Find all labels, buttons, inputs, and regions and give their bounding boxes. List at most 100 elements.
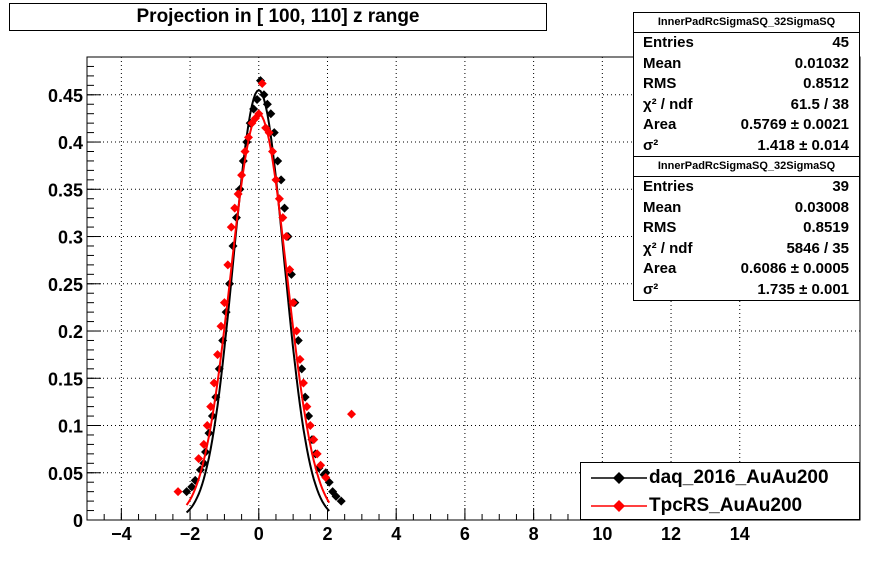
- x-tick-label: 8: [529, 524, 539, 544]
- stats-key: σ²: [643, 280, 659, 298]
- x-tick-label: −2: [180, 524, 201, 544]
- stats-value: 1.418 ± 0.014: [757, 136, 849, 154]
- data-point: [247, 118, 257, 128]
- data-point: [271, 175, 281, 185]
- y-tick-label: 0.45: [48, 86, 83, 106]
- x-tick-label: 6: [460, 524, 470, 544]
- data-point: [194, 454, 204, 464]
- data-point: [240, 146, 250, 156]
- data-point: [257, 78, 267, 88]
- chart-title: Projection in [ 100, 110] z range: [9, 3, 547, 31]
- data-point: [206, 402, 216, 412]
- data-point: [223, 260, 233, 270]
- stats-key: Area: [643, 116, 677, 134]
- fit-curve-0: [185, 88, 330, 514]
- data-point: [276, 175, 286, 185]
- data-point: [316, 460, 326, 470]
- stats-value: 0.03008: [794, 198, 849, 216]
- data-point: [280, 203, 290, 213]
- y-tick-label: 0.05: [48, 464, 83, 484]
- stats-value: 5846 / 35: [786, 239, 849, 257]
- stats-value: 39: [832, 178, 849, 195]
- stats-key: Entries: [643, 34, 694, 51]
- data-point: [233, 189, 243, 199]
- data-point: [216, 321, 226, 331]
- data-point: [305, 421, 315, 431]
- data-point: [262, 99, 272, 109]
- data-point: [254, 109, 264, 119]
- data-point: [209, 378, 219, 388]
- data-point: [347, 409, 357, 419]
- stats-value: 0.8512: [803, 75, 849, 93]
- x-tick-label: 14: [730, 524, 750, 544]
- stats-value: 0.8519: [803, 219, 849, 237]
- data-point: [266, 109, 276, 119]
- y-tick-label: 0.25: [48, 275, 83, 295]
- y-tick-label: 0.3: [58, 228, 83, 248]
- stats-key: Area: [643, 260, 677, 278]
- y-tick-label: 0.4: [58, 133, 83, 153]
- stats-value: 45: [832, 34, 849, 51]
- y-tick-label: 0.15: [48, 369, 83, 389]
- data-point: [249, 104, 259, 114]
- data-point: [243, 132, 253, 142]
- x-tick-label: 2: [322, 524, 332, 544]
- data-point: [285, 265, 295, 275]
- data-point: [219, 298, 229, 308]
- data-point: [237, 170, 247, 180]
- stats-value: 0.5769 ± 0.0021: [740, 116, 849, 134]
- stats-key: χ² / ndf: [643, 239, 693, 257]
- stats-key: Entries: [643, 178, 694, 195]
- stats-key: χ² / ndf: [643, 95, 693, 113]
- data-point: [288, 298, 298, 308]
- legend-label: daq_2016_AuAu200: [649, 467, 829, 488]
- legend-label: TpcRS_AuAu200: [649, 495, 803, 516]
- data-point: [173, 487, 183, 497]
- data-point: [259, 90, 269, 100]
- y-tick-label: 0.35: [48, 180, 83, 200]
- data-point: [302, 402, 312, 412]
- data-point: [264, 128, 274, 138]
- x-tick-label: 4: [391, 524, 401, 544]
- stats-key: Mean: [643, 198, 682, 216]
- data-point: [321, 472, 331, 482]
- data-point: [202, 421, 212, 431]
- data-point: [199, 439, 209, 449]
- data-point: [213, 350, 223, 360]
- stats-key: σ²: [643, 136, 659, 154]
- data-point: [309, 435, 319, 445]
- x-tick-label: 12: [661, 524, 681, 544]
- data-point: [274, 194, 284, 204]
- data-point: [331, 491, 341, 501]
- y-tick-label: 0.1: [58, 417, 83, 437]
- y-tick-label: 0: [73, 511, 83, 531]
- data-point: [182, 487, 192, 497]
- data-point: [295, 354, 305, 364]
- data-point: [226, 222, 236, 232]
- stats-value: 0.01032: [794, 54, 849, 72]
- legend: daq_2016_AuAu200 TpcRS_AuAu200: [580, 462, 860, 520]
- data-point: [321, 468, 331, 478]
- data-point: [268, 146, 278, 156]
- stats-key: RMS: [643, 75, 677, 93]
- x-tick-label: −4: [111, 524, 132, 544]
- x-tick-label: 10: [592, 524, 612, 544]
- stats-box-name: InnerPadRcSigmaSQ_32SigmaSQ: [634, 13, 859, 33]
- stats-key: RMS: [643, 219, 677, 237]
- data-point: [281, 232, 291, 242]
- data-point: [312, 449, 322, 459]
- data-point: [293, 335, 303, 345]
- data-point: [336, 496, 346, 506]
- stats-value: 0.6086 ± 0.0005: [740, 260, 849, 278]
- stats-box-daq: InnerPadRcSigmaSQ_32SigmaSQ Entries 45 Me…: [633, 12, 860, 157]
- data-point: [269, 128, 279, 138]
- data-point: [292, 326, 302, 336]
- legend-marker-tpcrs: [591, 500, 647, 512]
- stats-value: 1.735 ± 0.001: [757, 280, 849, 298]
- stats-value: 61.5 / 38: [790, 95, 849, 113]
- legend-item-daq: daq_2016_AuAu200: [581, 465, 859, 493]
- stats-box-name: InnerPadRcSigmaSQ_32SigmaSQ: [634, 157, 859, 177]
- legend-item-tpcrs: TpcRS_AuAu200: [581, 493, 859, 521]
- y-tick-label: 0.2: [58, 322, 83, 342]
- data-point: [278, 213, 288, 223]
